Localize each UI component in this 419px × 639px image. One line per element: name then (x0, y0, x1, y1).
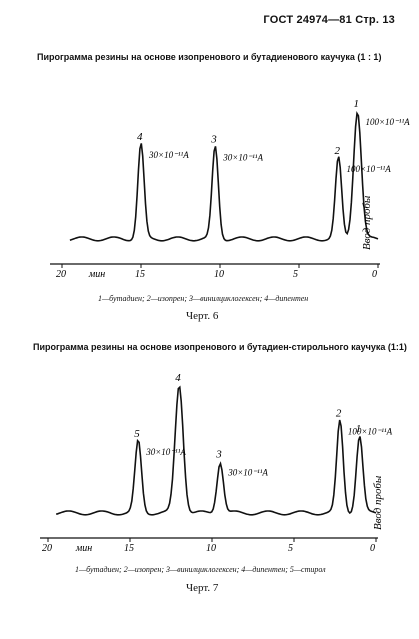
peak-annotation: 30×10⁻¹¹A (145, 447, 186, 457)
x-axis-label: мин (75, 543, 92, 554)
x-tick-label: 15 (135, 269, 145, 280)
chart1-legend: 1—бутадиен; 2—изопрен; 3—винилциклогексе… (98, 294, 309, 303)
peak-annotation: 100×10⁻¹¹A (347, 164, 392, 174)
figure-label-1: Черт. 6 (186, 310, 219, 322)
x-ticks-1: 20 15 10 5 0 мин (56, 264, 379, 280)
x-tick-label: 10 (214, 269, 224, 280)
x-tick-label: 15 (124, 543, 134, 554)
peak-number: 1 (353, 98, 359, 110)
x-tick-label: 10 (206, 543, 216, 554)
peak-number: 3 (215, 449, 222, 461)
peak-number: 2 (335, 145, 341, 157)
chromatogram-1: 20 15 10 5 0 мин 4 30×10⁻¹¹A 3 30×10⁻¹¹A 2 100×10⁻… (50, 98, 410, 280)
chart1-title: Пирограмма резины на основе изопренового… (37, 52, 382, 62)
x-tick-label: 0 (372, 269, 377, 280)
x-tick-label: 0 (370, 543, 375, 554)
x-axis-label: мин (88, 269, 105, 280)
peak-number: 4 (175, 372, 181, 384)
figure-label-2: Черт. 7 (186, 582, 219, 594)
peak-number: 1 (356, 423, 362, 435)
chromatogram-2: 20 15 10 5 0 мин 5 30×10⁻¹¹A 4 3 30×10⁻¹¹A 2 100×10… (40, 372, 393, 554)
page-header: ГОСТ 24974—81 Стр. 13 (263, 14, 395, 26)
injection-label-1: Ввод пробы (361, 195, 373, 250)
x-tick-label: 20 (42, 543, 52, 554)
peak-annotation: 100×10⁻¹¹A (365, 117, 410, 127)
peak-annotation: 100×10⁻¹¹A (348, 427, 393, 437)
chart2-legend: 1—бутадиен; 2—изопрен; 3—винилциклогексе… (75, 565, 326, 574)
x-ticks-2: 20 15 10 5 0 мин (42, 538, 377, 554)
peak-number: 4 (137, 131, 143, 143)
trace-line-1 (69, 110, 379, 242)
trace-line-2 (55, 385, 377, 516)
x-tick-label: 20 (56, 269, 66, 280)
peak-labels-1: 4 30×10⁻¹¹A 3 30×10⁻¹¹A 2 100×10⁻¹¹A 1 100×10⁻¹… (137, 98, 410, 174)
peak-annotation: 30×10⁻¹¹A (222, 153, 263, 163)
peak-annotation: 30×10⁻¹¹A (148, 150, 189, 160)
peak-number: 5 (134, 428, 140, 440)
peak-annotation: 30×10⁻¹¹A (227, 468, 268, 478)
x-tick-label: 5 (288, 543, 293, 554)
x-tick-label: 5 (293, 269, 298, 280)
peak-number: 2 (336, 408, 342, 420)
peak-number: 3 (210, 134, 217, 146)
injection-label-2: Ввод пробы (372, 475, 384, 530)
chart2-title: Пирограмма резины на основе изопренового… (33, 342, 407, 352)
